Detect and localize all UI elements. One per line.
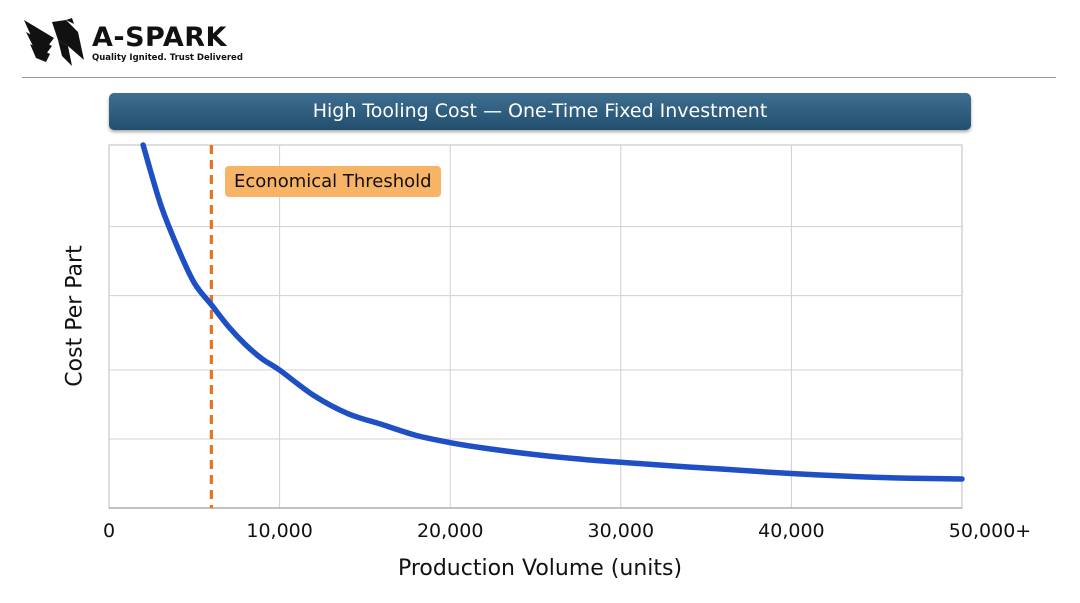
header-divider xyxy=(22,77,1056,78)
threshold-label: Economical Threshold xyxy=(225,166,441,197)
brand-name: A-SPARK xyxy=(92,22,227,53)
x-tick-label: 50,000+ xyxy=(948,520,1032,542)
plot-frame xyxy=(108,144,963,509)
header: A-SPARK Quality Ignited. Trust Delivered xyxy=(0,0,1080,78)
x-axis-label: Production Volume (units) xyxy=(397,556,683,581)
x-tick-label: 20,000 xyxy=(416,520,484,542)
cost-curve xyxy=(140,142,965,482)
chart-title: High Tooling Cost — One-Time Fixed Inves… xyxy=(109,93,971,130)
x-tick-label: 40,000 xyxy=(758,520,825,542)
y-axis-label: Cost Per Part xyxy=(62,245,88,387)
hawk-logo-icon xyxy=(24,18,84,66)
x-tick-label: 30,000 xyxy=(587,520,655,542)
x-tick-label: 0 xyxy=(102,520,116,542)
brand-tagline: Quality Ignited. Trust Delivered xyxy=(92,53,243,63)
x-tick-label: 10,000 xyxy=(246,520,313,542)
